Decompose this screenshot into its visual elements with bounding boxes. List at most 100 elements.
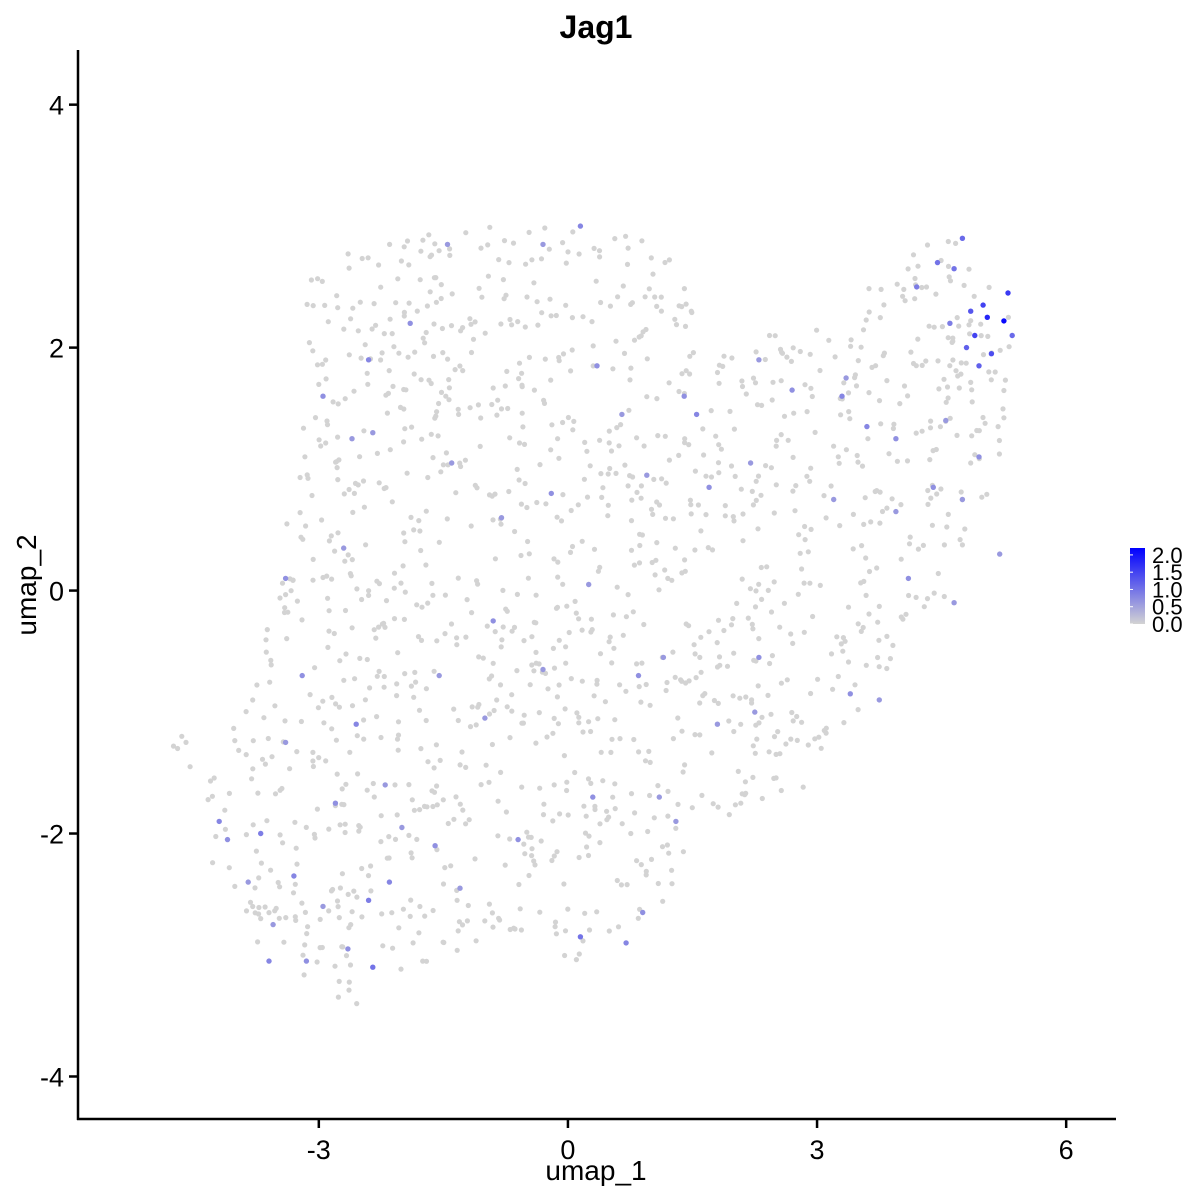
cell-point bbox=[758, 492, 764, 498]
cell-point bbox=[520, 720, 527, 726]
cell-point bbox=[306, 340, 312, 346]
cell-point bbox=[587, 463, 593, 469]
cell-point bbox=[416, 518, 422, 524]
cell-point bbox=[438, 389, 445, 395]
cell-point bbox=[875, 654, 881, 661]
cell-point bbox=[569, 347, 575, 353]
cell-point bbox=[453, 794, 459, 800]
cell-point bbox=[619, 821, 625, 827]
cell-point bbox=[341, 677, 347, 683]
cell-point bbox=[894, 281, 900, 287]
cell-point bbox=[715, 617, 722, 623]
cell-point bbox=[492, 491, 498, 497]
cell-point bbox=[788, 736, 794, 742]
cell-point bbox=[664, 842, 671, 848]
cell-point bbox=[406, 262, 412, 268]
cell-point bbox=[759, 596, 765, 603]
cell-point bbox=[411, 807, 417, 813]
cell-point bbox=[342, 821, 348, 827]
cell-point bbox=[482, 918, 488, 924]
cell-point bbox=[826, 337, 832, 343]
cell-point bbox=[571, 418, 577, 424]
cell-point bbox=[961, 282, 967, 288]
cell-point bbox=[686, 442, 692, 448]
cell-point bbox=[754, 402, 761, 408]
cell-point bbox=[794, 737, 800, 744]
cell-point bbox=[323, 758, 329, 764]
cell-point bbox=[984, 491, 990, 497]
cell-point bbox=[920, 542, 927, 549]
cell-point bbox=[333, 737, 339, 743]
cell-point bbox=[524, 829, 530, 835]
cell-point bbox=[321, 720, 327, 726]
cell-point bbox=[954, 315, 960, 321]
cell-point bbox=[309, 492, 315, 499]
cell-point bbox=[364, 370, 370, 376]
cell-point bbox=[624, 261, 631, 267]
cell-point bbox=[836, 460, 842, 466]
cell-point bbox=[334, 898, 341, 904]
cell-point bbox=[691, 642, 697, 648]
cell-point bbox=[293, 845, 299, 851]
cell-point bbox=[886, 451, 892, 457]
expressing-cell-point bbox=[436, 672, 442, 679]
cell-point bbox=[310, 758, 316, 764]
cell-point bbox=[431, 789, 438, 795]
legend-ticks: 2.01.51.00.50.0 bbox=[1130, 543, 1183, 637]
cell-point bbox=[310, 763, 316, 770]
cell-point bbox=[631, 337, 638, 343]
cell-point bbox=[759, 714, 765, 720]
cell-point bbox=[873, 363, 879, 369]
cell-point bbox=[988, 377, 994, 383]
cell-point bbox=[489, 401, 495, 408]
cell-point bbox=[401, 244, 407, 250]
cell-point bbox=[349, 625, 355, 631]
cell-point bbox=[708, 408, 714, 414]
cell-point bbox=[226, 790, 232, 797]
cell-point bbox=[452, 367, 458, 373]
cell-point bbox=[612, 806, 618, 812]
cell-point bbox=[479, 294, 485, 300]
expressing-cell-point bbox=[370, 430, 376, 436]
cell-point bbox=[848, 337, 854, 343]
cell-point bbox=[755, 683, 761, 689]
cell-point bbox=[680, 769, 686, 775]
cell-point bbox=[651, 815, 657, 821]
cell-point bbox=[345, 891, 351, 898]
expressing-cell-point bbox=[490, 618, 496, 624]
cell-point bbox=[810, 613, 816, 620]
cell-point bbox=[637, 542, 643, 549]
cell-point bbox=[766, 332, 773, 339]
cell-point bbox=[361, 428, 367, 434]
cell-point bbox=[351, 388, 357, 394]
cell-point bbox=[773, 443, 779, 449]
cell-point bbox=[926, 323, 932, 329]
cell-point bbox=[752, 750, 758, 756]
cell-point bbox=[598, 299, 604, 306]
cell-point bbox=[232, 883, 238, 890]
cell-point bbox=[434, 802, 440, 808]
expressing-cell-point bbox=[789, 387, 795, 393]
cell-point bbox=[566, 629, 572, 636]
cell-point bbox=[797, 550, 803, 556]
cell-point bbox=[607, 634, 613, 640]
cell-point bbox=[959, 542, 966, 548]
cell-point bbox=[276, 915, 282, 921]
cell-point bbox=[226, 865, 232, 871]
cell-point bbox=[929, 522, 936, 528]
cell-point bbox=[323, 376, 329, 382]
cell-point bbox=[537, 909, 543, 915]
cell-point bbox=[560, 419, 566, 426]
cell-point bbox=[716, 654, 723, 660]
cell-point bbox=[312, 835, 318, 841]
cell-point bbox=[935, 358, 941, 364]
cell-point bbox=[670, 736, 677, 742]
cell-point bbox=[709, 547, 716, 553]
cell-point bbox=[597, 840, 603, 846]
cell-point bbox=[1001, 415, 1007, 421]
cell-point bbox=[443, 393, 449, 399]
cell-point bbox=[170, 743, 177, 749]
cell-point bbox=[446, 377, 452, 383]
cell-point bbox=[774, 437, 780, 443]
cell-point bbox=[630, 474, 636, 480]
